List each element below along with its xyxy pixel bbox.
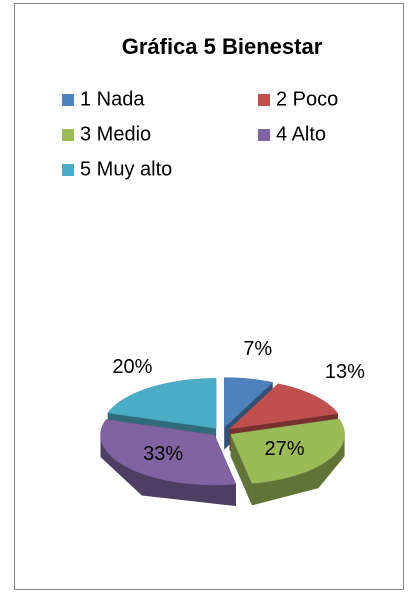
legend-label: 1 Nada <box>80 88 145 110</box>
pie-slice <box>228 383 339 430</box>
legend-swatch <box>258 129 270 141</box>
data-label: 20% <box>112 356 152 378</box>
pie-slice <box>223 377 274 429</box>
pie-slice <box>100 419 237 486</box>
legend-label: 4 Alto <box>276 123 326 145</box>
data-label: 7% <box>243 338 272 360</box>
slice-radial-wall <box>230 434 252 506</box>
slice-side <box>100 434 236 507</box>
legend-label: 3 Medio <box>80 123 151 145</box>
slice-side <box>251 434 345 506</box>
legend-swatch <box>62 164 74 176</box>
legend-swatch <box>62 94 74 106</box>
legend-swatch <box>258 94 270 106</box>
pie-slice <box>230 418 345 484</box>
data-label: 33% <box>143 443 183 465</box>
legend-label: 5 Muy alto <box>80 158 172 180</box>
chart-title: Gráfica 5 Bienestar <box>122 34 323 59</box>
legend-swatch <box>62 129 74 141</box>
data-label: 13% <box>325 361 365 383</box>
legend-label: 2 Poco <box>276 88 338 110</box>
data-label: 27% <box>265 438 305 460</box>
pie-slice <box>107 378 217 429</box>
